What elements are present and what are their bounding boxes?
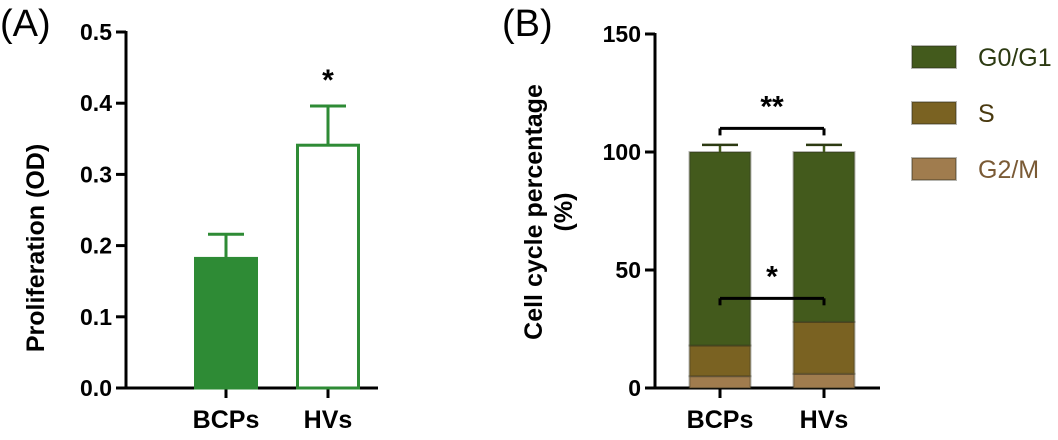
panel-b-significance: ***	[718, 90, 826, 306]
panel-a-axes: 0.0 0.1 0.2 0.3 0.4 0.5	[80, 19, 378, 401]
panel-b-label: (B)	[502, 3, 553, 45]
panel-b-legend-label: S	[978, 100, 995, 128]
panel-a-y-tick-label: 0.5	[80, 19, 112, 45]
panel-b-legend: G0/G1 S G2/M	[911, 44, 1052, 184]
panel-b-legend-swatch	[911, 101, 957, 125]
panel-b-y-axis-label-line2: (%)	[550, 193, 578, 232]
panel-b-legend-swatch	[911, 45, 957, 69]
panel-b-cell-cycle-chart: (B) Cell cycle percentage (%) 050100150 …	[502, 3, 1052, 434]
panel-b-axes: 0 50 100 150	[603, 21, 880, 401]
panel-b-bar-segment-s	[688, 344, 752, 378]
panel-a-category-label: BCPs	[193, 406, 260, 434]
panel-b-category-labels: BCPs HVs	[687, 406, 849, 434]
panel-b-bar-segment-g0-g1	[792, 151, 856, 323]
panel-b-bar-segment-g2-m	[792, 372, 856, 389]
panel-b-legend-label: G2/M	[978, 156, 1039, 184]
panel-b-y-axis-label-line1: Cell cycle percentage	[520, 84, 548, 340]
panel-b-significance-marker: *	[766, 260, 778, 293]
panel-a-y-tick-label: 0.2	[80, 233, 112, 259]
panel-a-y-axis-label: Proliferation (OD)	[22, 144, 50, 352]
panel-b-legend-label: G0/G1	[978, 44, 1052, 72]
panel-a-bar-bcps	[194, 256, 258, 390]
panel-b-legend-swatch	[911, 157, 957, 181]
panel-a-category-labels: BCPs HVs	[193, 406, 353, 434]
panel-a-category-label: HVs	[304, 406, 353, 434]
panel-b-y-tick-label: 50	[615, 257, 641, 283]
panel-a-bars: *	[194, 64, 360, 390]
panel-a-y-tick-label: 0.0	[80, 375, 112, 401]
panel-b-bars	[688, 143, 856, 390]
panel-b-bar-segment-g0-g1	[688, 151, 752, 347]
panel-a-proliferation-chart: (A) Proliferation (OD) 0.00.10.20.30.40.…	[0, 3, 378, 434]
panel-a-bar-hvs	[296, 143, 360, 390]
panel-a-label: (A)	[0, 3, 51, 45]
panel-b-bar-segment-g2-m	[688, 375, 752, 390]
panel-a-y-tick-label: 0.4	[80, 90, 112, 116]
panel-b-significance-marker: **	[760, 90, 784, 123]
panel-a-y-tick-label: 0.1	[80, 304, 112, 330]
panel-a-y-tick-label: 0.3	[80, 161, 112, 187]
panel-b-category-label: BCPs	[687, 406, 754, 434]
panel-a-significance-marker: *	[322, 64, 334, 97]
panel-b-category-label: HVs	[800, 406, 849, 434]
panel-b-y-tick-label: 150	[603, 21, 641, 47]
panel-b-y-tick-label: 0	[628, 375, 641, 401]
panel-b-y-tick-label: 100	[603, 139, 641, 165]
panel-b-bar-segment-s	[792, 320, 856, 375]
